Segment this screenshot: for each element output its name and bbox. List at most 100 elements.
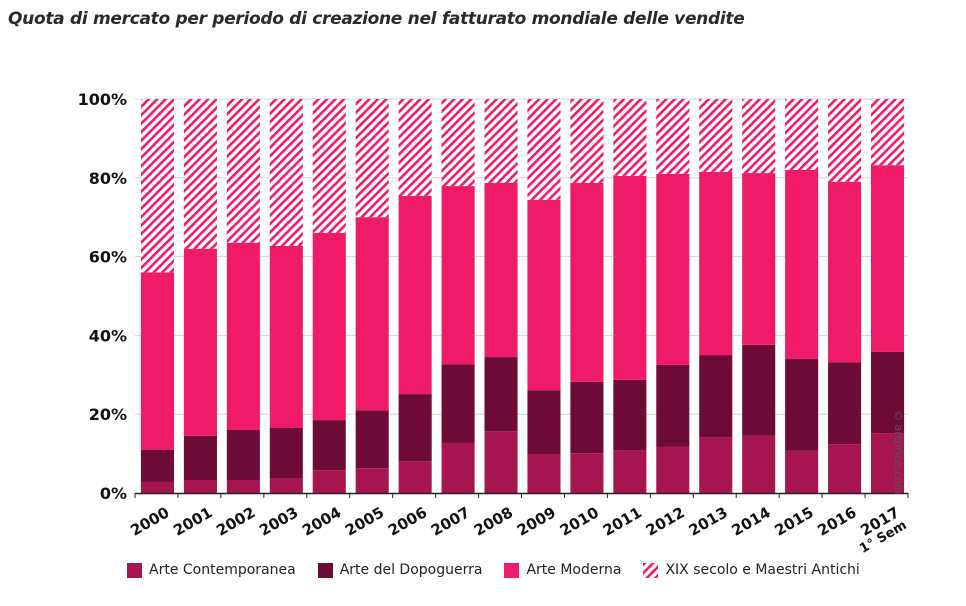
bar-segment-contemporanea — [355, 468, 389, 493]
bar-segment-xix — [742, 99, 776, 174]
bar-segment-dopoguerra — [269, 427, 303, 479]
x-tick-label-group: 2007 — [428, 503, 473, 539]
bar-segment-moderna — [527, 199, 561, 391]
bar-segment-contemporanea — [527, 453, 561, 493]
legend-item-moderna[interactable]: Arte Moderna — [504, 562, 621, 578]
bar-segment-dopoguerra — [699, 355, 733, 438]
legend-swatch-dopoguerra — [317, 562, 333, 578]
bar-segment-xix — [699, 99, 733, 172]
x-tick-label: 2016 — [814, 503, 859, 539]
x-tick-label-group: 2009 — [514, 503, 559, 539]
legend-swatch-hatch — [643, 562, 659, 578]
x-tick-label-group: 2014 — [729, 503, 774, 539]
x-tick-label-group: 2016 — [814, 503, 859, 539]
bar-segment-xix — [441, 99, 475, 187]
bar-segment-xix — [785, 99, 819, 170]
bar-segment-contemporanea — [183, 479, 217, 493]
bar-segment-xix — [269, 99, 303, 246]
bar-segment-contemporanea — [613, 450, 647, 493]
credit-text: © artprice.com — [892, 410, 905, 495]
x-tick-label: 2007 — [428, 503, 473, 539]
bar-segment-contemporanea — [699, 437, 733, 493]
x-tick-label: 2006 — [385, 503, 430, 539]
y-tick-label: 80% — [89, 169, 127, 188]
legend-swatch-moderna — [504, 562, 520, 578]
bar-segment-contemporanea — [226, 479, 260, 493]
legend-label: Arte del Dopoguerra — [339, 562, 483, 578]
bar-segment-dopoguerra — [312, 420, 346, 471]
bar-segment-contemporanea — [312, 470, 346, 493]
bar-segment-xix — [312, 99, 346, 233]
bar-segment-moderna — [140, 272, 175, 450]
legend-swatch-contemporanea — [127, 562, 142, 578]
x-tick-label-group: 2000 — [127, 503, 172, 539]
bar-segment-contemporanea — [828, 444, 862, 493]
bar-segment-dopoguerra — [870, 351, 905, 434]
bar-segment-moderna — [398, 195, 432, 395]
bar-segment-dopoguerra — [355, 410, 389, 469]
bar-segment-contemporanea — [441, 442, 475, 493]
x-tick-label-group: 2002 — [213, 503, 258, 539]
x-tick-label: 2002 — [213, 503, 258, 539]
bar-segment-contemporanea — [742, 435, 776, 493]
x-tick-label: 2011 — [600, 503, 645, 539]
bar-segment-contemporanea — [785, 450, 819, 493]
bar-segment-dopoguerra — [441, 364, 475, 443]
bar-segment-moderna — [699, 171, 733, 356]
bar-segment-contemporanea — [570, 453, 604, 493]
bar-segment-contemporanea — [140, 481, 175, 493]
bar-segment-dopoguerra — [527, 390, 561, 454]
x-tick-label: 2001 — [170, 503, 215, 539]
bar-segment-dopoguerra — [183, 435, 217, 480]
chart-plot: 0%20%40%60%80%100%2000200120022003200420… — [78, 90, 910, 557]
x-tick-label-group: 2005 — [342, 503, 387, 539]
x-tick-label: 2008 — [471, 503, 516, 539]
bar-segment-dopoguerra — [226, 429, 260, 480]
bar-segment-dopoguerra — [140, 449, 175, 482]
bar-segment-dopoguerra — [785, 359, 819, 451]
bar-segment-dopoguerra — [484, 357, 518, 432]
bar-segment-dopoguerra — [742, 344, 776, 436]
bar-segment-xix — [183, 99, 217, 249]
bar-segment-moderna — [570, 182, 604, 382]
x-tick-label-group: 2012 — [643, 503, 688, 539]
bar-segment-moderna — [828, 181, 862, 363]
x-tick-label: 2015 — [771, 503, 816, 539]
legend-label: Arte Contemporanea — [149, 562, 296, 578]
x-tick-label: 2005 — [342, 503, 387, 539]
bar-segment-dopoguerra — [398, 394, 432, 462]
bar-segment-xix — [613, 99, 647, 176]
bar-segment-dopoguerra — [613, 379, 647, 451]
bar-segment-xix — [398, 99, 432, 196]
legend-label: XIX secolo e Maestri Antichi — [665, 562, 860, 578]
bar-segment-xix — [226, 99, 260, 243]
x-tick-label-group: 2003 — [256, 503, 301, 539]
bar-segment-moderna — [656, 173, 690, 365]
bar-segment-moderna — [484, 182, 518, 358]
bar-segment-contemporanea — [656, 446, 690, 493]
y-tick-label: 100% — [78, 90, 127, 109]
y-tick-label: 60% — [89, 248, 127, 267]
legend-item-contemporanea[interactable]: Arte Contemporanea — [127, 562, 296, 578]
x-tick-label-group: 2013 — [686, 503, 731, 539]
x-tick-label-group: 2004 — [299, 503, 344, 539]
chart-title: Quota di mercato per periodo di creazion… — [8, 9, 745, 29]
legend-item-dopoguerra[interactable]: Arte del Dopoguerra — [317, 562, 483, 578]
bar-segment-moderna — [785, 169, 819, 360]
bar-segment-dopoguerra — [570, 381, 604, 454]
y-tick-label: 40% — [89, 326, 127, 345]
bar-segment-moderna — [269, 245, 303, 428]
legend-item-xix[interactable]: XIX secolo e Maestri Antichi — [643, 562, 860, 578]
bar-segment-xix — [355, 99, 389, 218]
bar-segment-dopoguerra — [828, 362, 862, 445]
bar-segment-moderna — [870, 165, 905, 352]
bar-segment-moderna — [312, 232, 346, 421]
y-tick-label: 0% — [100, 484, 127, 503]
y-tick-label: 20% — [89, 405, 127, 424]
x-tick-label: 2004 — [299, 503, 344, 539]
bar-segment-moderna — [613, 175, 647, 380]
x-tick-label: 2009 — [514, 503, 559, 539]
x-tick-label: 2013 — [686, 503, 731, 539]
x-tick-label-group: 2006 — [385, 503, 430, 539]
bar-segment-xix — [570, 99, 604, 183]
